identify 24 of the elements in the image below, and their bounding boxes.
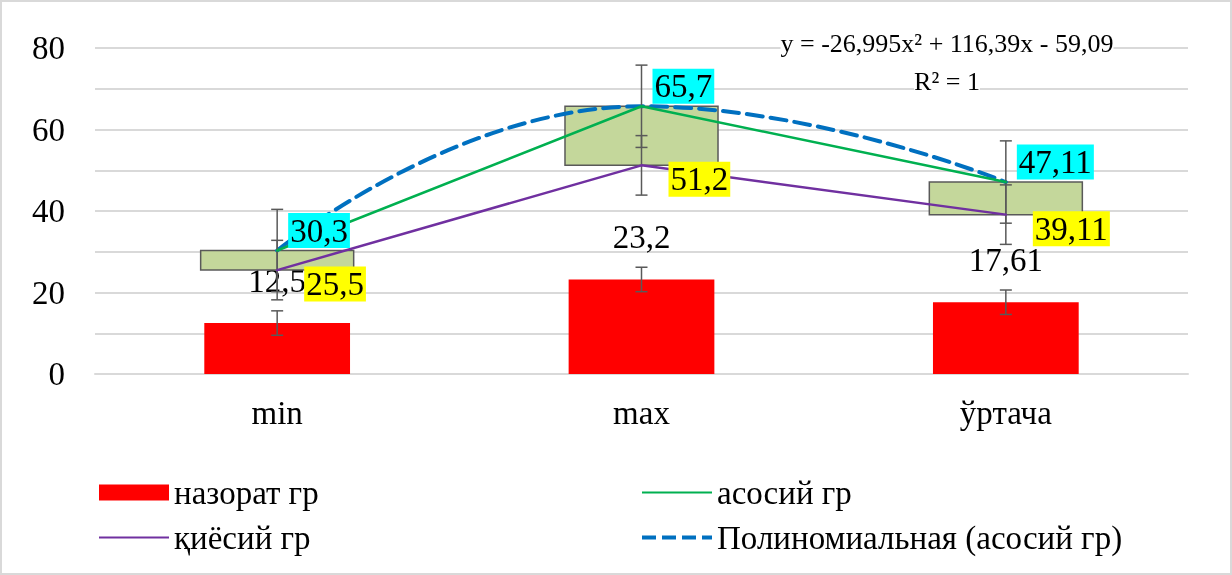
bar — [204, 323, 351, 374]
y-tick-label: 20 — [32, 274, 65, 311]
annotation: y = -26,995x² + 116,39x - 59,09 — [780, 28, 1114, 58]
data-label: 25,5 — [306, 266, 364, 303]
data-label: 65,7 — [654, 68, 713, 105]
legend-label: асосий гр — [717, 474, 852, 511]
data-label: 47,11 — [1018, 144, 1092, 181]
y-tick-label: 0 — [48, 356, 65, 392]
annotation: R² = 1 — [914, 66, 980, 96]
x-tick-label: ўртача — [959, 394, 1053, 431]
data-label: 39,11 — [1034, 210, 1108, 247]
legend-label: Полиномиальная (асосий гр) — [717, 519, 1123, 557]
bar — [568, 279, 715, 374]
data-label: 51,2 — [670, 161, 729, 198]
legend-label: қиёсий гр — [174, 519, 311, 556]
x-tick-label: min — [251, 394, 303, 431]
data-label: 30,3 — [290, 212, 348, 249]
y-tick-label: 80 — [32, 30, 65, 66]
legend-label: назорат гр — [174, 474, 319, 511]
y-tick-label: 60 — [32, 111, 65, 148]
y-tick-label: 40 — [32, 193, 65, 229]
bar — [932, 302, 1079, 374]
data-label: 23,2 — [612, 218, 671, 255]
x-tick-label: max — [613, 394, 671, 431]
